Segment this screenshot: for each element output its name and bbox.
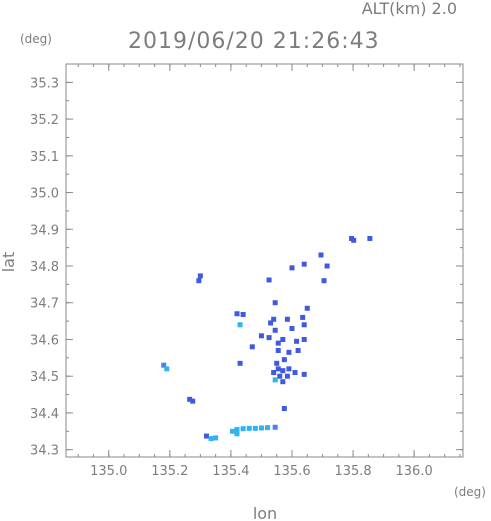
echo-point (292, 370, 298, 376)
echo-point (280, 336, 286, 342)
echo-point (286, 349, 292, 355)
echo-point (237, 360, 243, 366)
y-tick-label: 34.9 (30, 223, 59, 238)
echo-point (271, 316, 277, 322)
echo-point (272, 424, 278, 430)
y-tick-label: 34.6 (30, 333, 59, 348)
echo-point (281, 406, 287, 412)
echo-point (321, 278, 327, 284)
y-tick-label: 35.1 (30, 150, 59, 165)
echo-point (304, 305, 310, 311)
y-tick-label: 34.3 (30, 444, 59, 459)
echo-point (266, 335, 272, 341)
echo-point (301, 371, 307, 377)
echo-point (280, 379, 286, 385)
echo-point (237, 322, 243, 328)
y-unit-label: (deg) (20, 32, 52, 46)
echo-layer (161, 235, 373, 442)
echo-point (286, 366, 292, 372)
echo-point (246, 425, 252, 431)
echo-point (196, 278, 202, 284)
echo-point (187, 396, 193, 402)
echo-point (271, 370, 277, 376)
y-tick-label: 35.3 (30, 76, 59, 91)
echo-point (300, 314, 306, 320)
x-axis-label: lon (253, 504, 277, 521)
echo-point (274, 360, 280, 366)
echo-point (280, 368, 286, 374)
echo-point (213, 435, 219, 441)
x-tick-label: 135.6 (273, 464, 310, 479)
echo-point (367, 235, 373, 241)
echo-point (272, 300, 278, 306)
echo-point (249, 344, 255, 350)
tick-layer: 135.0 135.2 135.4 135.6 135.8 136.0 34.3 34.4 34… (30, 63, 463, 479)
echo-point (301, 322, 307, 328)
echo-point (229, 428, 235, 434)
echo-point (294, 338, 300, 344)
echo-point (281, 357, 287, 363)
echo-point (252, 425, 258, 431)
echo-point (272, 327, 278, 333)
echo-point (234, 311, 240, 317)
echo-point (289, 265, 295, 271)
echo-point (266, 277, 272, 283)
echo-point (318, 252, 324, 258)
echo-point (161, 362, 167, 368)
echo-point (301, 336, 307, 342)
echo-point (324, 263, 330, 269)
echo-point (284, 373, 290, 379)
echo-point (190, 398, 196, 404)
y-tick-label: 35.0 (30, 187, 59, 202)
y-axis-label: lat (0, 252, 18, 273)
echo-point (258, 425, 264, 431)
echo-point (203, 433, 209, 439)
echo-point (240, 311, 246, 317)
altitude-label: ALT(km) 2.0 (362, 0, 457, 18)
echo-point (272, 377, 278, 383)
echo-point (234, 426, 240, 432)
echo-point (275, 340, 281, 346)
plot-frame (65, 63, 464, 458)
x-tick-label: 135.0 (90, 464, 127, 479)
echo-point (277, 373, 283, 379)
echo-point (258, 333, 264, 339)
echo-point (284, 316, 290, 322)
echo-point (240, 426, 246, 432)
x-tick-label: 135.4 (212, 464, 249, 479)
echo-point (275, 366, 281, 372)
x-unit-label: (deg) (454, 485, 486, 499)
x-tick-label: 135.2 (151, 464, 188, 479)
y-tick-label: 35.2 (30, 113, 59, 128)
y-tick-label: 34.5 (30, 370, 59, 385)
echo-point (295, 347, 301, 353)
echo-point (164, 366, 170, 372)
x-tick-label: 135.8 (334, 464, 371, 479)
x-tick-label: 136.0 (396, 464, 433, 479)
y-tick-label: 34.4 (30, 407, 59, 422)
echo-point (265, 425, 271, 431)
echo-point (197, 273, 203, 279)
echo-point (234, 431, 240, 437)
echo-point (208, 436, 214, 442)
echo-point (301, 261, 307, 267)
echo-point (351, 237, 357, 243)
echo-point (289, 325, 295, 331)
y-tick-label: 34.7 (30, 297, 59, 312)
echo-point (268, 320, 274, 326)
chart-title-timestamp: 2019/06/20 21:26:43 (128, 29, 380, 54)
y-tick-label: 34.8 (30, 260, 59, 275)
echo-point (275, 347, 281, 353)
